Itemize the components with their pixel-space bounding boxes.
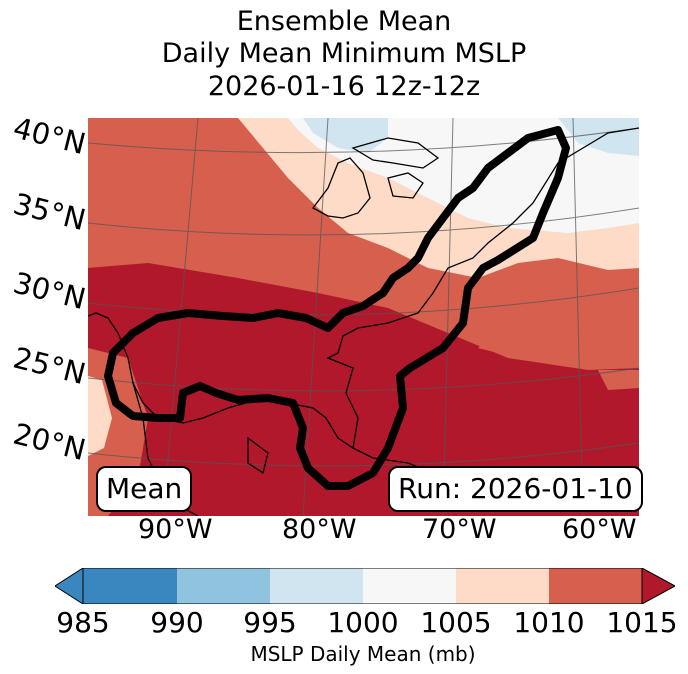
lat-line-20 [88,442,639,467]
lon-label-70: 70°W [422,514,497,545]
colorbar-1010-1015 [549,568,642,604]
lat-line-25 [88,367,639,392]
colorbar-tick-1005: 1005 [420,606,492,639]
lon-line-70 [442,118,454,516]
colorbar-extend-high [641,568,675,604]
title-line-2: Daily Mean Minimum MSLP [161,38,527,69]
lon-label-80: 80°W [282,514,357,545]
region-1010-1015-east [478,278,639,363]
region-1005-1010-south [88,376,112,456]
us-coast [88,127,639,450]
lake-superior [351,137,440,169]
lake-huron [387,172,424,199]
colorbar-990-995 [177,568,270,604]
run-box: Run: 2026-01-10 [388,466,643,512]
colorbar-tick-1000: 1000 [327,606,399,639]
colorbar-tick-1015: 1015 [606,606,678,639]
mslp-map [88,118,639,516]
colorbar-tick-1010: 1010 [513,606,585,639]
great-lakes [312,157,371,219]
colorbar-label: MSLP Daily Mean (mb) [250,642,476,666]
mean-box: Mean [96,466,193,512]
title-line-3: 2026-01-16 12z-12z [207,71,481,102]
colorbar-985-990 [83,568,177,604]
lon-label-90: 90°W [138,514,213,545]
colorbar [55,568,675,604]
colorbar-tick-990: 990 [150,606,204,639]
lat-line-30 [88,287,639,316]
lon-line-60 [572,118,584,516]
colorbar-frame [82,568,643,604]
colorbar-tick-985: 985 [56,606,110,639]
region-995-1000-ne [558,118,639,156]
lon-line-80 [302,118,329,516]
lat-label-40: 40°N [9,110,90,162]
colorbar-1000-1005 [363,568,456,604]
lat-label-20: 20°N [9,416,90,468]
contour-line [104,126,570,490]
lat-label-35: 35°N [9,186,90,238]
lat-line-35 [88,207,639,236]
lat-label-25: 25°N [9,340,90,392]
map-panel [88,118,639,516]
colorbar-tick-995: 995 [243,606,297,639]
colorbar-extend-low [55,568,84,604]
lat-label-30: 30°N [9,265,90,317]
colorbar-995-1000 [270,568,363,604]
title-line-1: Ensemble Mean [236,6,452,37]
graticule [88,118,639,516]
lon-label-60: 60°W [562,514,637,545]
colorbar-1005-1010 [456,568,549,604]
yucatan [247,436,269,475]
